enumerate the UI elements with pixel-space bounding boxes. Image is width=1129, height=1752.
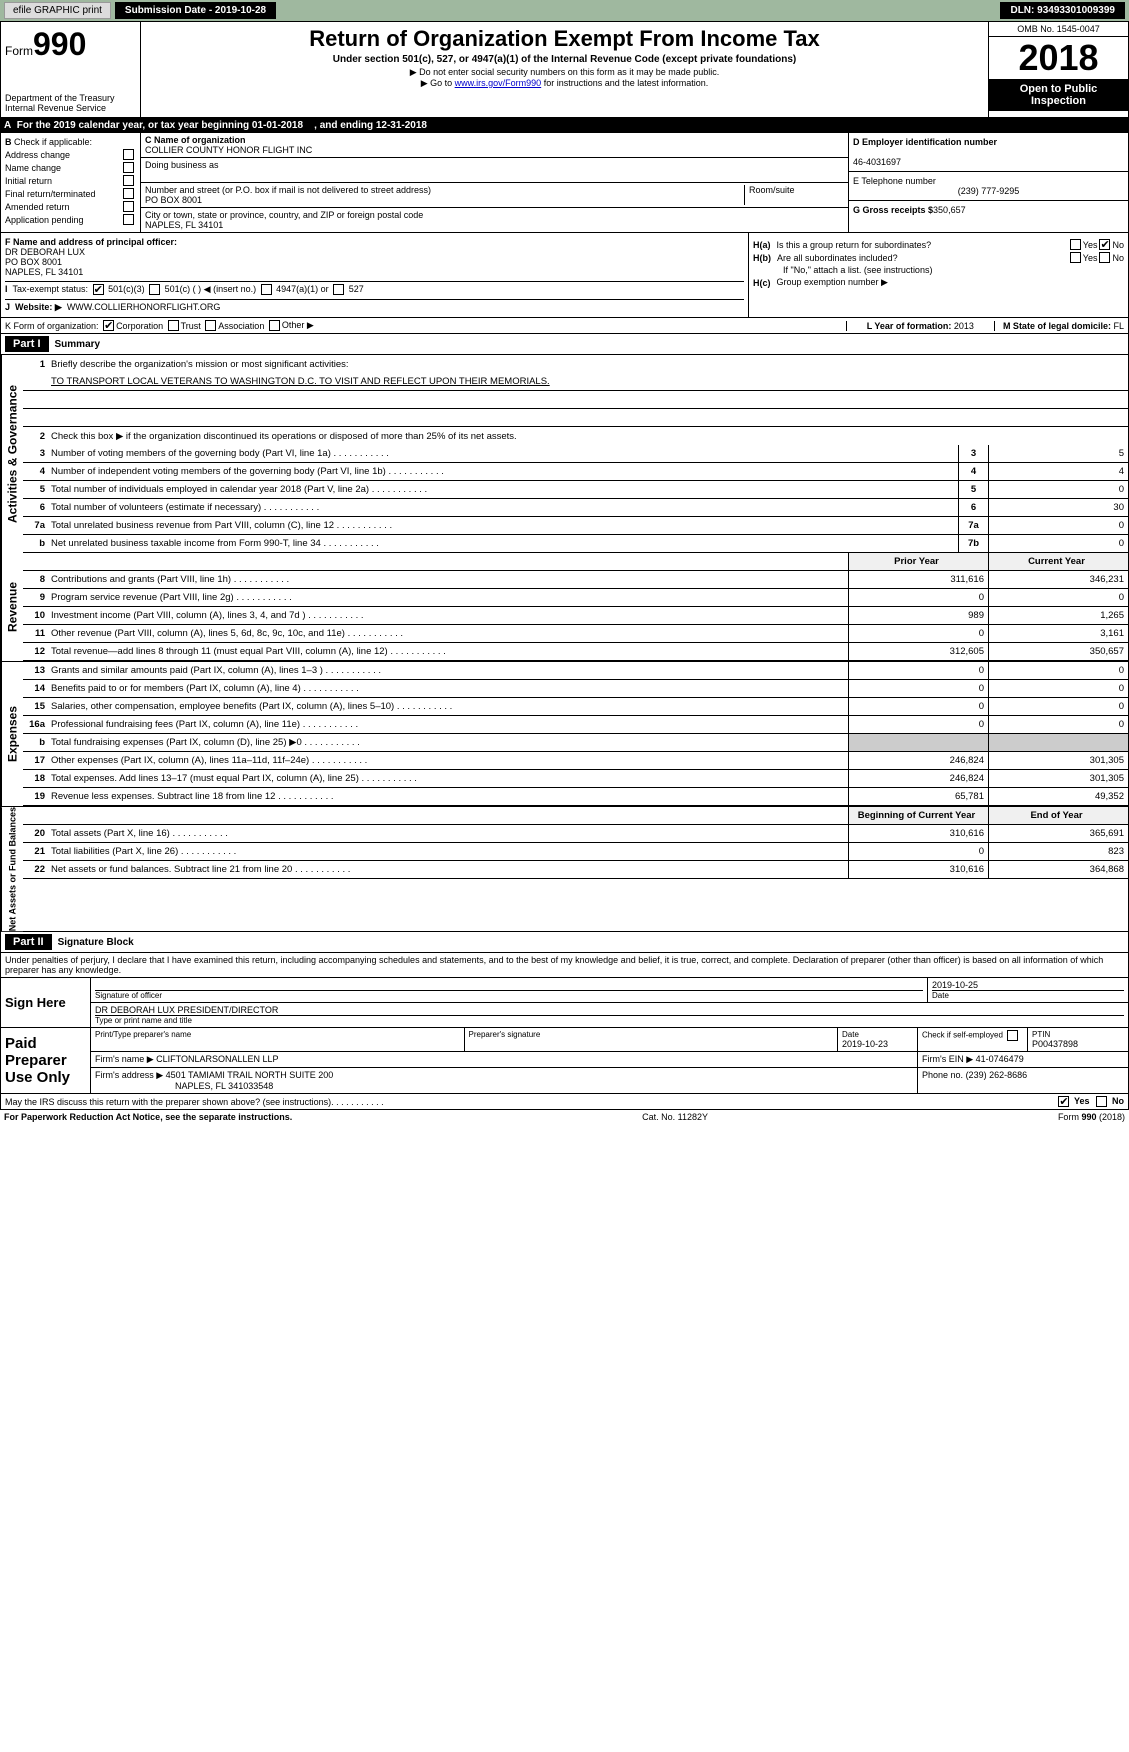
501c-checkbox[interactable]: [149, 284, 160, 295]
part1-body: Activities & Governance 1Briefly describ…: [0, 355, 1129, 553]
form-header: Form990 Department of the Treasury Inter…: [0, 21, 1129, 118]
footer: For Paperwork Reduction Act Notice, see …: [0, 1110, 1129, 1124]
section-deg: D Employer identification number46-40316…: [848, 133, 1128, 232]
b-opt-checkbox[interactable]: [123, 214, 134, 225]
row-klm: K Form of organization: Corporation Trus…: [0, 318, 1129, 334]
501c3-checkbox[interactable]: [93, 284, 104, 295]
hb-yes[interactable]: [1070, 252, 1081, 263]
gross-receipts-label: G Gross receipts $: [853, 205, 933, 215]
top-bar: efile GRAPHIC print Submission Date - 20…: [0, 0, 1129, 21]
b-opt-checkbox[interactable]: [123, 201, 134, 212]
section-c: C Name of organizationCOLLIER COUNTY HON…: [141, 133, 848, 232]
year-formation: 2013: [954, 321, 974, 331]
department: Department of the Treasury Internal Reve…: [5, 93, 136, 113]
phone: (239) 777-9295: [853, 186, 1124, 196]
527-checkbox[interactable]: [333, 284, 344, 295]
city-state-zip: NAPLES, FL 34101: [145, 220, 223, 230]
sign-date: 2019-10-25: [932, 980, 978, 990]
firm-address: 4501 TAMIAMI TRAIL NORTH SUITE 200: [166, 1070, 334, 1080]
irs-link[interactable]: www.irs.gov/Form990: [455, 78, 542, 88]
corp-checkbox[interactable]: [103, 320, 114, 331]
section-bcdeg: B Check if applicable: Address changeNam…: [0, 133, 1129, 233]
tax-year: 2018: [989, 37, 1128, 79]
self-employed-checkbox[interactable]: [1007, 1030, 1018, 1041]
paid-preparer-block: Paid Preparer Use Only Print/Type prepar…: [0, 1028, 1129, 1094]
dln: DLN: 93493301009399: [1000, 2, 1125, 19]
discuss-row: May the IRS discuss this return with the…: [0, 1094, 1129, 1110]
revenue-section: Revenue Prior YearCurrent Year 8Contribu…: [0, 553, 1129, 662]
4947-checkbox[interactable]: [261, 284, 272, 295]
ptin: P00437898: [1032, 1039, 1078, 1049]
officer-name-title: DR DEBORAH LUX PRESIDENT/DIRECTOR: [95, 1005, 278, 1015]
mission: TO TRANSPORT LOCAL VETERANS TO WASHINGTO…: [51, 374, 1128, 389]
ha-no[interactable]: [1099, 239, 1110, 250]
firm-ein: 41-0746479: [976, 1054, 1024, 1064]
b-opt-checkbox[interactable]: [123, 162, 134, 173]
gross-receipts: 350,657: [933, 205, 966, 215]
section-b: B Check if applicable: Address changeNam…: [1, 133, 141, 232]
org-name: COLLIER COUNTY HONOR FLIGHT INC: [145, 145, 312, 155]
efile-button[interactable]: efile GRAPHIC print: [4, 2, 111, 19]
state-domicile: FL: [1113, 321, 1124, 331]
open-public: Open to Public Inspection: [989, 79, 1128, 111]
b-opt-checkbox[interactable]: [123, 188, 134, 199]
discuss-yes[interactable]: [1058, 1096, 1069, 1107]
declaration: Under penalties of perjury, I declare th…: [0, 953, 1129, 977]
section-fh: F Name and address of principal officer:…: [0, 233, 1129, 318]
hb-no[interactable]: [1099, 252, 1110, 263]
netassets-section: Net Assets or Fund Balances Beginning of…: [0, 807, 1129, 932]
sign-here-block: Sign Here Signature of officer 2019-10-2…: [0, 977, 1129, 1028]
subtitle: Under section 501(c), 527, or 4947(a)(1)…: [145, 54, 984, 65]
sidelabel-revenue: Revenue: [1, 553, 23, 661]
discuss-no[interactable]: [1096, 1096, 1107, 1107]
b-opt-checkbox[interactable]: [123, 175, 134, 186]
other-checkbox[interactable]: [269, 320, 280, 331]
sidelabel-expenses: Expenses: [1, 662, 23, 806]
address: PO BOX 8001: [145, 195, 202, 205]
sidelabel-governance: Activities & Governance: [1, 355, 23, 553]
website: WWW.COLLIERHONORFLIGHT.ORG: [67, 302, 221, 312]
note1: ▶ Do not enter social security numbers o…: [145, 67, 984, 78]
prep-date: 2019-10-23: [842, 1039, 888, 1049]
ein: 46-4031697: [853, 157, 901, 167]
form-title: Return of Organization Exempt From Incom…: [145, 26, 984, 52]
officer-name: DR DEBORAH LUX: [5, 247, 85, 257]
trust-checkbox[interactable]: [168, 320, 179, 331]
firm-name: CLIFTONLARSONALLEN LLP: [156, 1054, 278, 1064]
part1-header: Part I Summary: [0, 334, 1129, 355]
form-label: Form990: [5, 26, 136, 63]
part2-header: Part II Signature Block: [0, 932, 1129, 953]
omb-number: OMB No. 1545-0047: [989, 22, 1128, 37]
firm-phone: (239) 262-8686: [966, 1070, 1028, 1080]
submission-date: Submission Date - 2019-10-28: [115, 2, 276, 19]
ha-yes[interactable]: [1070, 239, 1081, 250]
sidelabel-netassets: Net Assets or Fund Balances: [1, 807, 23, 931]
expenses-section: Expenses 13Grants and similar amounts pa…: [0, 662, 1129, 807]
b-opt-checkbox[interactable]: [123, 149, 134, 160]
row-a: A For the 2019 calendar year, or tax yea…: [0, 118, 1129, 133]
note2: ▶ Go to www.irs.gov/Form990 for instruct…: [145, 78, 984, 89]
assoc-checkbox[interactable]: [205, 320, 216, 331]
